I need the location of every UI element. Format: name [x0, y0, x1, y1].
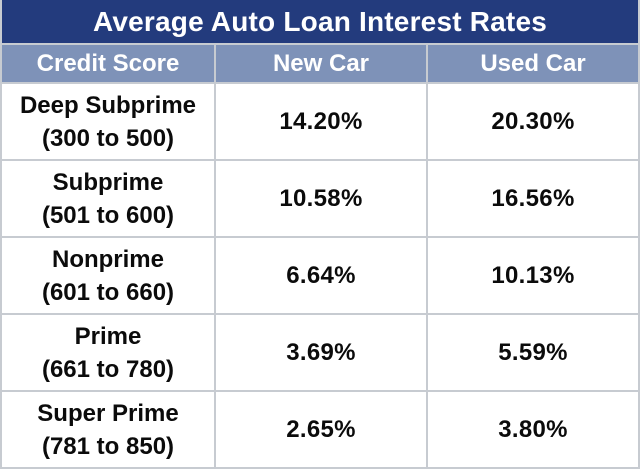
tier-name: Subprime: [52, 168, 164, 196]
tier-range: (501 to 600): [41, 201, 175, 229]
tier-name: Prime: [74, 322, 142, 350]
tier-name: Super Prime: [37, 399, 179, 427]
column-header-new-car: New Car: [216, 45, 426, 82]
table-row-nonprime: Nonprime (601 to 660) 6.64% 10.13%: [2, 238, 638, 313]
tier-cell: Super Prime (781 to 850): [2, 392, 214, 467]
table-row-prime: Prime (661 to 780) 3.69% 5.59%: [2, 315, 638, 390]
tier-range: (781 to 850): [41, 432, 175, 460]
tier-range: (601 to 660): [41, 278, 175, 306]
used-car-rate: 5.59%: [428, 315, 638, 390]
new-car-rate: 10.58%: [216, 161, 426, 236]
tier-range: (661 to 780): [41, 355, 175, 383]
tier-cell: Deep Subprime (300 to 500): [2, 84, 214, 159]
used-car-rate: 16.56%: [428, 161, 638, 236]
tier-name: Deep Subprime: [19, 91, 197, 119]
tier-cell: Subprime (501 to 600): [2, 161, 214, 236]
column-header-credit-score: Credit Score: [2, 45, 214, 82]
tier-cell: Nonprime (601 to 660): [2, 238, 214, 313]
tier-name: Nonprime: [51, 245, 164, 273]
new-car-rate: 3.69%: [216, 315, 426, 390]
new-car-rate: 2.65%: [216, 392, 426, 467]
table-row-subprime: Subprime (501 to 600) 10.58% 16.56%: [2, 161, 638, 236]
column-header-used-car: Used Car: [428, 45, 638, 82]
header-row: Credit Score New Car Used Car: [2, 45, 638, 82]
new-car-rate: 6.64%: [216, 238, 426, 313]
new-car-rate: 14.20%: [216, 84, 426, 159]
tier-range: (300 to 500): [41, 124, 175, 152]
table-row-super-prime: Super Prime (781 to 850) 2.65% 3.80%: [2, 392, 638, 467]
table-row-deep-subprime: Deep Subprime (300 to 500) 14.20% 20.30%: [2, 84, 638, 159]
used-car-rate: 20.30%: [428, 84, 638, 159]
used-car-rate: 10.13%: [428, 238, 638, 313]
used-car-rate: 3.80%: [428, 392, 638, 467]
tier-cell: Prime (661 to 780): [2, 315, 214, 390]
table-title: Average Auto Loan Interest Rates: [2, 0, 638, 43]
